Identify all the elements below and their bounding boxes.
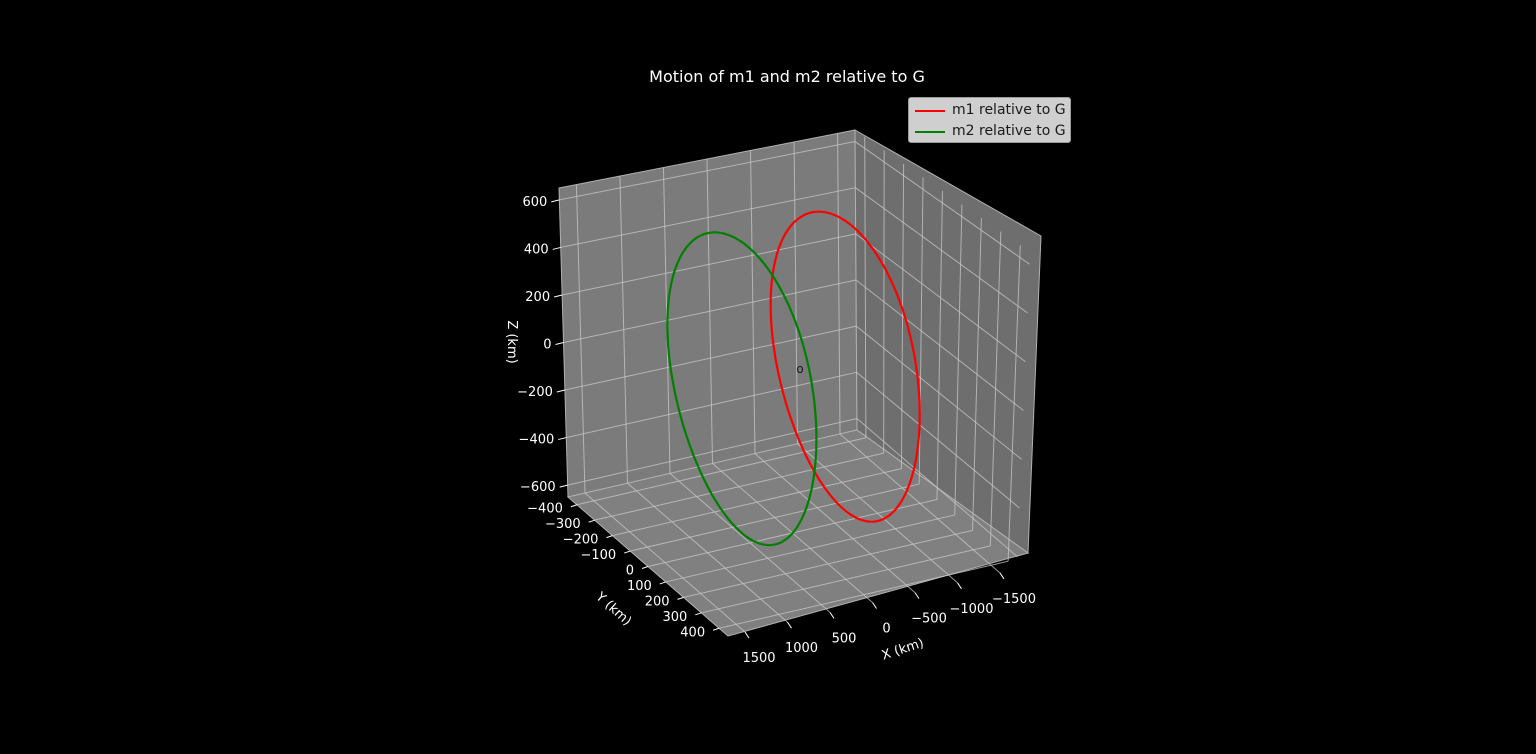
y-gridline	[1007, 245, 1021, 562]
y-gridline	[864, 136, 867, 438]
x-tick-label: 0	[882, 622, 890, 637]
x-tick-label: −1000	[950, 602, 994, 617]
z-tick-label: 0	[543, 338, 551, 353]
y-tick	[677, 596, 684, 600]
center-marker: o	[796, 362, 803, 376]
x-tick-label: 1000	[785, 641, 818, 656]
y-tick	[712, 627, 720, 631]
y-gridline	[576, 437, 867, 506]
y-tick	[641, 566, 649, 569]
x-gridline	[793, 141, 798, 444]
y-tick	[606, 535, 613, 539]
y-tick-label: 100	[627, 579, 652, 594]
y-axis-label: Y (km)	[592, 589, 634, 629]
y-gridline	[954, 204, 963, 515]
legend-label-m1: m1 relative to G	[952, 102, 1066, 118]
z-tick-label: 200	[525, 290, 550, 305]
y-gridline	[612, 468, 902, 537]
z-axis-label: Z (km)	[504, 320, 519, 363]
x-tick	[744, 631, 750, 639]
y-tick-label: 0	[626, 564, 634, 579]
y-tick-label: 200	[645, 594, 670, 609]
legend-swatch-m1	[915, 110, 945, 112]
x-tick-label: −500	[911, 612, 947, 627]
y-gridline	[972, 218, 982, 531]
y-gridline	[701, 545, 991, 614]
y-gridline	[900, 163, 905, 469]
y-tick-label: 400	[680, 625, 705, 640]
x-axis-label: X (km)	[880, 636, 926, 664]
z-tick	[551, 199, 560, 203]
z-tick	[559, 484, 568, 488]
z-tick-label: 600	[523, 195, 548, 210]
pane-floor	[566, 429, 1030, 637]
x-tick	[957, 582, 962, 590]
z-tick	[556, 389, 566, 393]
y-gridline	[594, 452, 884, 521]
x-tick-label: 1500	[742, 651, 775, 666]
x-gridline	[575, 184, 586, 494]
y-gridline	[883, 150, 885, 454]
legend-entry-m2: m2 relative to G	[909, 121, 1070, 141]
x-tick-label: 500	[832, 631, 857, 646]
y-gridline	[630, 483, 920, 552]
z-tick	[553, 294, 563, 298]
gridlines	[559, 133, 1030, 633]
legend: m1 relative to G m2 relative to G	[908, 97, 1071, 143]
x-tick-label: −1500	[992, 592, 1036, 607]
y-gridline	[989, 231, 1002, 546]
y-tick-label: −400	[527, 502, 563, 517]
y-gridline	[683, 529, 973, 598]
z-tick-label: −400	[519, 433, 555, 448]
y-tick	[588, 519, 595, 523]
x-gridline	[619, 176, 628, 484]
legend-label-m2: m2 relative to G	[952, 123, 1066, 139]
z-tick	[552, 246, 561, 250]
x-tick	[829, 612, 835, 619]
y-tick-label: −200	[563, 533, 599, 548]
z-tick-label: −600	[520, 480, 556, 495]
x-tick	[914, 592, 920, 599]
x-tick	[872, 602, 877, 609]
y-tick-label: −300	[545, 517, 581, 532]
z-tick-label: 400	[524, 242, 549, 257]
axis-ticks: 6004002000−200−400−600150010005000−500−1…	[517, 195, 1036, 666]
series-line-m1	[769, 210, 921, 523]
series-line-m2	[666, 231, 818, 547]
y-tick-label: 300	[663, 610, 688, 625]
z-tick-label: −200	[517, 385, 553, 400]
orbit-curves	[666, 210, 921, 547]
y-tick-label: −100	[581, 548, 617, 563]
y-tick	[659, 581, 666, 585]
y-gridline	[665, 514, 955, 583]
x-gridline	[750, 150, 756, 454]
legend-swatch-m2	[915, 131, 945, 133]
z-tick	[555, 342, 564, 345]
chart-title: Motion of m1 and m2 relative to G	[649, 67, 925, 86]
y-tick	[695, 612, 702, 616]
x-gridline	[837, 133, 841, 434]
y-gridline	[718, 560, 1009, 629]
legend-entry-m1: m1 relative to G	[909, 100, 1070, 120]
x-tick	[999, 572, 1005, 580]
z-tick	[558, 437, 567, 441]
y-gridline	[936, 190, 943, 500]
x-gridline	[706, 158, 713, 464]
y-tick	[570, 504, 578, 508]
y-tick	[624, 550, 631, 554]
x-tick	[787, 621, 792, 629]
